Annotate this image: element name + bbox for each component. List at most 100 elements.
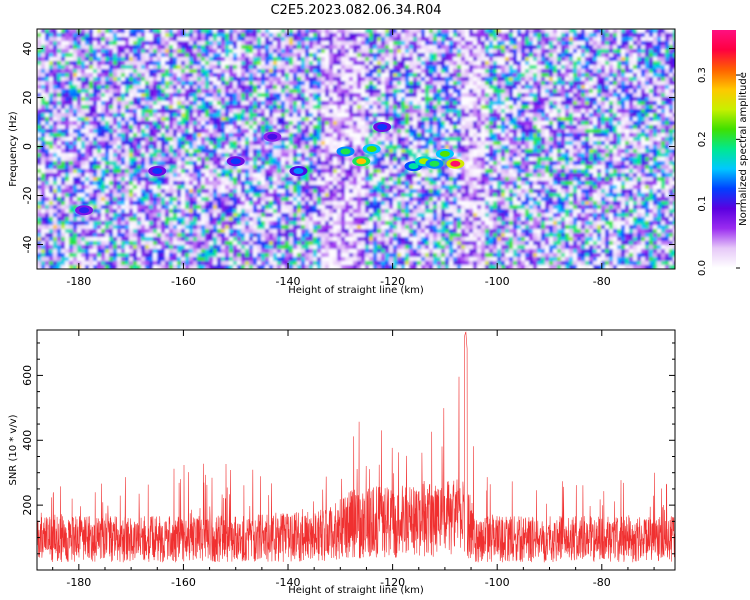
heatmap-cell [665, 37, 670, 42]
heatmap-cell [653, 129, 658, 134]
heatmap-cell [41, 133, 46, 138]
heatmap-cell [445, 57, 450, 62]
heatmap-cell [641, 105, 646, 110]
heatmap-cell [217, 105, 222, 110]
heatmap-cell [577, 97, 582, 102]
heatmap-cell [357, 29, 362, 34]
heatmap-cell [513, 105, 518, 110]
heatmap-cell [529, 37, 534, 42]
heatmap-cell [613, 81, 618, 86]
heatmap-cell [481, 61, 486, 66]
heatmap-cell [313, 137, 318, 142]
heatmap-cell [433, 73, 438, 78]
heatmap-cell [669, 141, 674, 146]
heatmap-cell [341, 53, 346, 58]
heatmap-cell [165, 61, 170, 66]
heatmap-cell [665, 33, 670, 38]
heatmap-cell [405, 133, 410, 138]
heatmap-cell [369, 77, 374, 82]
heatmap-cell [73, 137, 78, 142]
heatmap-cell [401, 73, 406, 78]
heatmap-cell [529, 133, 534, 138]
heatmap-cell [401, 41, 406, 46]
heatmap-cell [173, 101, 178, 106]
heatmap-cell [173, 117, 178, 122]
heatmap-cell [669, 49, 674, 54]
heatmap-cell [397, 37, 402, 42]
heatmap-cell [97, 61, 102, 66]
heatmap-cell [69, 137, 74, 142]
heatmap-cell [357, 125, 362, 130]
heatmap-cell [41, 97, 46, 102]
heatmap-cell [425, 105, 430, 110]
heatmap-cell [333, 129, 338, 134]
heatmap-cell [281, 105, 286, 110]
heatmap-cell [281, 37, 286, 42]
heatmap-cell [553, 101, 558, 106]
heatmap-cell [233, 109, 238, 114]
heatmap-cell [141, 29, 146, 34]
heatmap-cell [165, 137, 170, 142]
heatmap-cell [121, 45, 126, 50]
heatmap-cell [377, 29, 382, 34]
heatmap-cell [181, 85, 186, 90]
heatmap-cell [385, 149, 390, 154]
heatmap-cell [553, 73, 558, 78]
heatmap-cell [129, 65, 134, 70]
heatmap-cell [277, 61, 282, 66]
heatmap-cell [445, 109, 450, 114]
heatmap-cell [433, 109, 438, 114]
heatmap-cell [477, 33, 482, 38]
heatmap-cell [125, 73, 130, 78]
heatmap-cell [593, 53, 598, 58]
heatmap-cell [653, 125, 658, 130]
heatmap-cell [117, 133, 122, 138]
heatmap-cell [413, 141, 418, 146]
heatmap-cell [437, 125, 442, 130]
heatmap-cell [157, 101, 162, 106]
heatmap-cell [485, 89, 490, 94]
heatmap-cell [345, 89, 350, 94]
heatmap-cell [105, 53, 110, 58]
heatmap-cell [277, 141, 282, 146]
heatmap-cell [205, 149, 210, 154]
heatmap-cell [65, 61, 70, 66]
heatmap-cell [633, 29, 638, 34]
heatmap-cell [533, 145, 538, 150]
heatmap-cell [609, 69, 614, 74]
heatmap-cell [569, 37, 574, 42]
heatmap-cell [253, 117, 258, 122]
heatmap-cell [293, 93, 298, 98]
heatmap-cell [453, 45, 458, 50]
heatmap-cell [557, 57, 562, 62]
heatmap-cell [601, 121, 606, 126]
heatmap-cell [553, 77, 558, 82]
heatmap-cell [321, 149, 326, 154]
heatmap-cell [149, 137, 154, 142]
heatmap-cell [453, 141, 458, 146]
heatmap-cell [649, 133, 654, 138]
heatmap-cell [425, 69, 430, 74]
heatmap-cell [169, 149, 174, 154]
heatmap-cell [369, 125, 374, 130]
heatmap-cell [201, 97, 206, 102]
heatmap-cell [337, 93, 342, 98]
heatmap-cell [181, 121, 186, 126]
heatmap-cell [529, 137, 534, 142]
heatmap-cell [301, 45, 306, 50]
heatmap-cell [65, 129, 70, 134]
heatmap-cell [337, 133, 342, 138]
heatmap-cell [121, 53, 126, 58]
heatmap-cell [297, 137, 302, 142]
heatmap-cell [65, 121, 70, 126]
heatmap-cell [553, 93, 558, 98]
heatmap-cell [581, 93, 586, 98]
heatmap-cell [269, 113, 274, 118]
heatmap-cell [617, 37, 622, 42]
heatmap-cell [189, 29, 194, 34]
heatmap-cell [381, 137, 386, 142]
heatmap-cell [157, 129, 162, 134]
heatmap-cell [413, 117, 418, 122]
heatmap-cell [577, 133, 582, 138]
heatmap-cell [561, 149, 566, 154]
